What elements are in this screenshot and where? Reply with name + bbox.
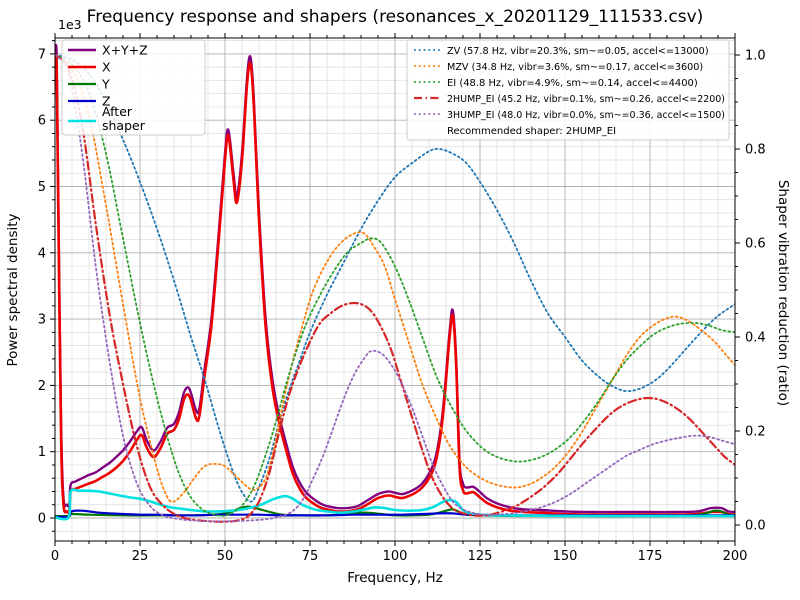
x-tick-labels: 0 25 50 75 100 125 150 175 200 [51,549,748,564]
legend-label: Z [102,94,111,109]
curve-x-plus-y-plus-z [55,43,735,514]
x-tick-label: 175 [638,549,663,564]
legend-label: shaper [102,118,146,133]
y-right-tick-label: 0.0 [745,519,766,534]
y-right-tick-label: 0.2 [745,425,766,440]
y-left-tick-label: 7 [38,47,46,62]
curve-shaper-ei [55,54,735,517]
legend-label: EI (48.8 Hz, vibr=4.9%, sm~=0.14, accel<… [447,78,698,89]
y-axis-label-right: Shaper vibration reduction (ratio) [775,180,791,406]
y-right-tick-label: 1.0 [745,49,766,64]
legend-label: Y [101,77,110,92]
x-tick-label: 50 [217,549,234,564]
legend-label: X+Y+Z [102,43,148,58]
y-axis-label-left: Power spectral density [5,213,21,366]
legend-shapers: ZV (57.8 Hz, vibr=20.3%, sm~=0.05, accel… [406,39,730,141]
y-left-tick-label: 6 [38,114,46,129]
legend-box [406,39,730,141]
legend-label: ZV (57.8 Hz, vibr=20.3%, sm~=0.05, accel… [447,46,709,57]
x-tick-label: 125 [468,549,493,564]
tick-marks [50,33,740,546]
x-tick-label: 75 [302,549,319,564]
curve-shaper-zv [55,54,735,503]
x-tick-label: 25 [132,549,149,564]
y-axis-offset-label: 1e3 [58,17,82,32]
y-left-tick-label: 2 [38,379,46,394]
curve-after-shaper [55,488,735,521]
curve-shaper-mzv [55,54,735,503]
x-tick-label: 150 [553,549,578,564]
chart-title: Frequency response and shapers (resonanc… [87,7,704,27]
y-left-tick-label: 0 [38,512,46,527]
y-right-tick-labels: 0.0 0.2 0.4 0.6 0.8 1.0 [745,49,766,534]
legend-label: 3HUMP_EI (48.0 Hz, vibr=0.0%, sm~=0.36, … [447,110,725,121]
y-right-tick-label: 0.6 [745,237,766,252]
legend-label: 2HUMP_EI (45.2 Hz, vibr=0.1%, sm~=0.26, … [447,94,725,105]
y-right-tick-label: 0.8 [745,143,766,158]
legend-footer: Recommended shaper: 2HUMP_EI [447,126,616,137]
curve-x [55,53,735,517]
legend-label: X [102,60,111,75]
x-tick-label: 0 [51,549,59,564]
y-left-tick-label: 1 [38,445,46,460]
y-right-tick-label: 0.4 [745,331,766,346]
curve-shaper-2hump-ei [55,53,735,523]
x-axis-label: Frequency, Hz [347,570,443,586]
x-tick-label: 100 [383,549,408,564]
y-left-tick-label: 4 [38,246,46,261]
y-left-tick-label: 3 [38,313,46,328]
curves [55,43,735,523]
y-left-tick-label: 5 [38,180,46,195]
curve-shaper-3hump-ei [55,54,735,523]
legend-box [61,39,206,136]
y-left-tick-labels: 0 1 2 3 4 5 6 7 [38,47,46,526]
chart-generated-layer: 0 25 50 75 100 125 150 175 200012345670.00.20.40… [38,33,766,564]
legend-label: After [102,104,133,119]
legend-label: MZV (34.8 Hz, vibr=3.6%, sm~=0.17, accel… [447,62,703,73]
x-tick-label: 200 [723,549,748,564]
